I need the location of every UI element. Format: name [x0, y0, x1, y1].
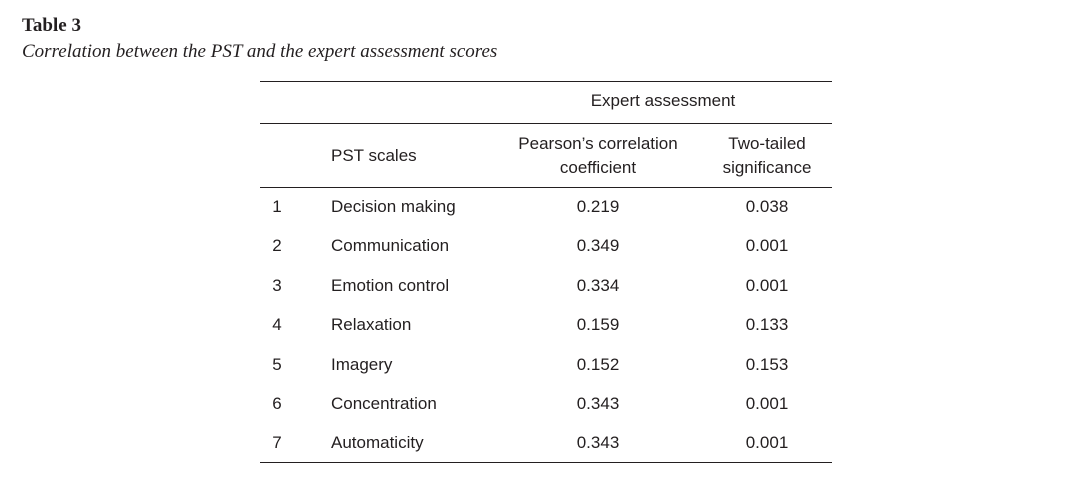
row-number: 1 [272, 197, 282, 216]
correlation: 0.219 [576, 197, 620, 216]
scale-name: Automaticity [331, 433, 424, 453]
table-label: Table 3 [22, 15, 81, 36]
rule [260, 123, 832, 124]
row-number: 6 [272, 394, 282, 413]
row-number: 4 [272, 315, 282, 335]
correlation: 0.159 [576, 315, 620, 335]
correlation: 0.343 [576, 394, 620, 413]
correlation: 0.152 [576, 354, 620, 374]
scale-name: Communication [331, 236, 450, 256]
scale-name: Imagery [331, 354, 393, 374]
scale-name: Relaxation [331, 315, 412, 335]
rule [260, 462, 832, 463]
group-header: Expert assessment [590, 91, 736, 110]
correlation: 0.349 [576, 236, 620, 256]
row-number: 7 [272, 433, 282, 453]
rule [260, 81, 832, 82]
significance: 0.001 [745, 433, 789, 453]
column-header: Two-tailed significance [722, 134, 812, 177]
column-header: Pearson’s correlation coefficient [518, 134, 678, 177]
significance: 0.153 [745, 354, 789, 374]
correlation: 0.334 [576, 275, 620, 295]
scale-name: Decision making [331, 197, 456, 216]
row-number: 5 [272, 354, 282, 374]
table-caption: Correlation between the PST and the expe… [22, 41, 498, 62]
significance: 0.001 [745, 394, 789, 413]
row-number: 3 [272, 275, 282, 295]
significance: 0.001 [745, 275, 789, 295]
row-number: 2 [272, 236, 282, 256]
significance: 0.038 [745, 197, 789, 216]
column-header: PST scales [331, 146, 417, 165]
scale-name: Emotion control [331, 275, 450, 295]
rule [260, 187, 832, 188]
scale-name: Concentration [331, 394, 437, 413]
significance: 0.133 [745, 315, 789, 335]
significance: 0.001 [745, 236, 789, 256]
correlation: 0.343 [576, 433, 620, 453]
